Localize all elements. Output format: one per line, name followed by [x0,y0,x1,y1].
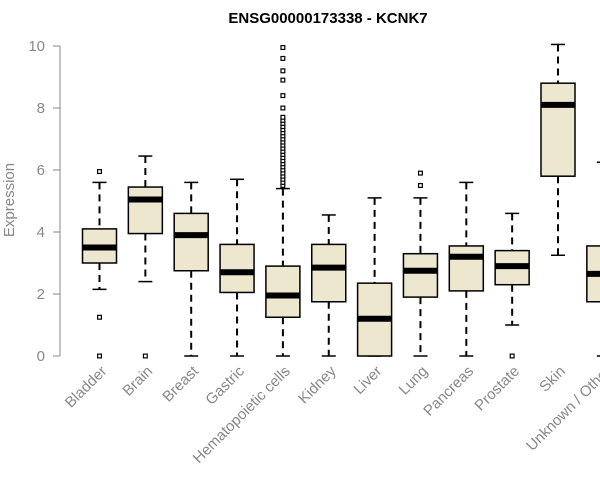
x-tick-label: Skin [536,363,569,396]
y-tick-label: 0 [37,348,45,365]
x-tick-label: Gastric [202,362,248,408]
box-iqr [173,212,209,272]
outlier-point [280,55,286,61]
outlier-point [96,169,102,175]
box-group [494,212,530,359]
x-tick-label: Breast [159,362,202,405]
box-group [402,170,439,357]
outlier-point [280,68,286,74]
outlier-point [142,353,148,359]
x-tick-label: Bladder [62,363,111,412]
outlier-point [96,314,102,320]
y-tick-label: 10 [28,38,45,55]
box-group [127,155,164,359]
outlier-point [417,170,423,176]
outlier-point [96,353,102,359]
box-group [540,43,576,256]
y-tick-label: 8 [37,100,45,117]
box-iqr [265,265,301,319]
box-group [219,178,255,357]
x-tick-label: Kidney [295,362,340,407]
box-group [173,181,209,357]
x-tick-label: Lung [396,363,432,399]
box-iqr [219,243,255,294]
x-tick-label: Prostate [471,363,523,415]
box-iqr [311,243,347,303]
box-iqr [448,245,485,292]
y-tick-label: 6 [37,162,45,179]
chart-title: ENSG00000173338 - KCNK7 [228,10,427,27]
outlier-point [280,105,286,111]
box-series [81,43,600,359]
outlier-point [280,45,286,51]
y-tick-label: 4 [37,224,45,241]
y-axis-label: Expression [1,163,18,237]
box-group [265,45,301,357]
box-group [448,181,485,357]
box-group [356,197,393,357]
box-iqr [402,252,439,298]
outlier-point [417,183,423,189]
outlier-point [280,114,286,120]
x-tick-label: Brain [119,363,156,400]
box-group [81,169,118,359]
outlier-point [280,93,286,99]
y-ticks: 0 2 4 6 8 10 [28,38,60,365]
box-iqr [540,82,576,177]
y-tick-label: 2 [37,286,45,303]
x-tick-label: Liver [350,363,385,398]
box-iqr [127,186,164,235]
box-group [586,161,600,357]
outlier-point [509,353,515,359]
x-tick-label: Pancreas [420,363,477,420]
box-group [311,214,347,357]
outlier-point [280,77,286,83]
